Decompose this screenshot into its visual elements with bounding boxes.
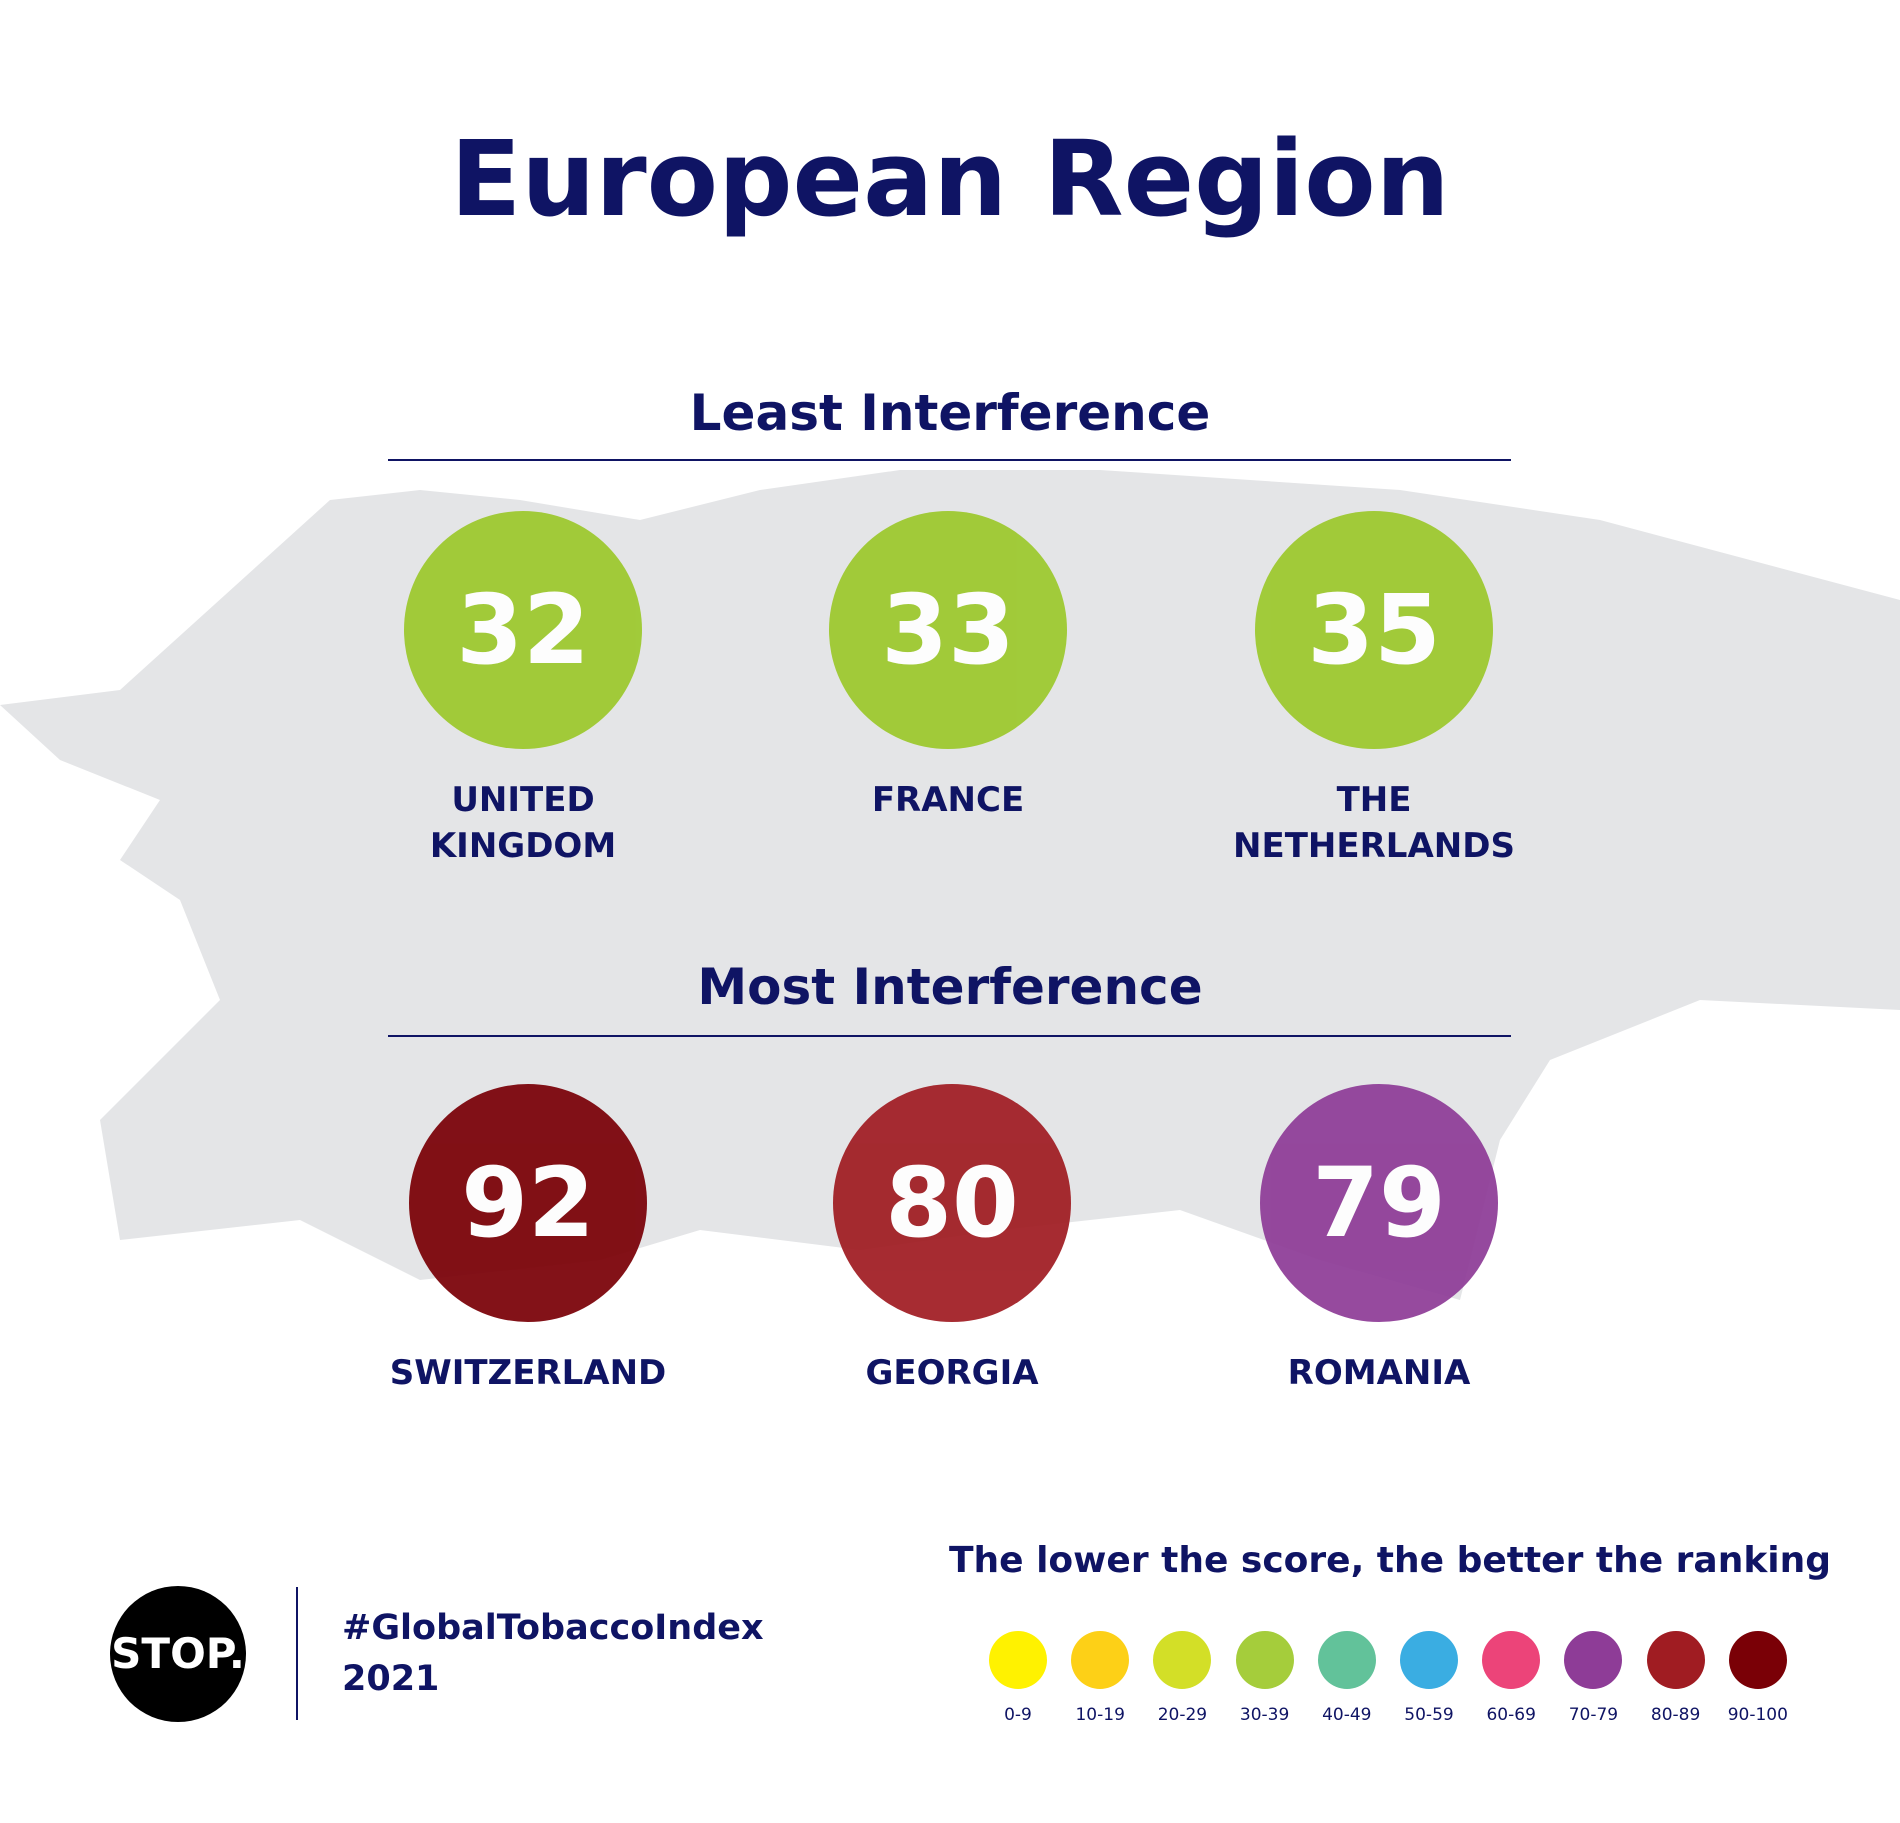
score-circle: 80 (833, 1084, 1071, 1322)
hashtag: #GlobalTobaccoIndex (342, 1608, 764, 1648)
score-circle: 79 (1260, 1084, 1498, 1322)
legend-label: 50-59 (1404, 1705, 1454, 1725)
legend-label: 60-69 (1486, 1705, 1536, 1725)
legend-label: 20-29 (1157, 1705, 1208, 1725)
country-name: SWITZERLAND (389, 1353, 667, 1393)
title: European Region (450, 118, 1450, 240)
legend-swatch (1400, 1631, 1458, 1689)
legend-label: 0-9 (1004, 1705, 1032, 1725)
divider (296, 1587, 298, 1720)
legend-label: 80-89 (1650, 1705, 1701, 1725)
legend-label: 10-19 (1075, 1705, 1125, 1725)
legend-label: 70-79 (1568, 1705, 1619, 1725)
score-circle: 33 (829, 511, 1067, 749)
score-circle: 92 (409, 1084, 647, 1322)
section-rule (388, 1035, 1511, 1037)
country-name: GEORGIA (865, 1353, 1039, 1393)
legend-swatch (1071, 1631, 1130, 1689)
logo: STOP. (110, 1586, 246, 1722)
country-name: UNITED KINGDOM (429, 780, 617, 866)
country-name: THE NETHERLANDS (1233, 780, 1515, 866)
legend-label: 40-49 (1322, 1705, 1372, 1725)
legend-label: 90-100 (1727, 1705, 1788, 1725)
section-rule (388, 459, 1511, 461)
legend-swatch (1235, 1631, 1294, 1689)
logo-text: STOP. (111, 1629, 245, 1678)
section-heading: Least Interference (689, 384, 1211, 442)
legend-swatch (1728, 1631, 1787, 1689)
legend-title: The lower the score, the better the rank… (948, 1540, 1832, 1581)
legend-swatch (1153, 1631, 1212, 1689)
legend-swatch (1646, 1631, 1705, 1689)
score-circle: 32 (404, 511, 642, 749)
legend-swatch (1482, 1631, 1541, 1689)
legend-swatch (989, 1631, 1047, 1689)
legend-swatch (1564, 1631, 1623, 1689)
legend-swatch (1317, 1631, 1376, 1689)
country-name: FRANCE (871, 780, 1025, 820)
section-heading: Most Interference (697, 958, 1203, 1016)
country-name: ROMANIA (1287, 1353, 1471, 1393)
year: 2021 (342, 1659, 440, 1699)
legend-label: 30-39 (1239, 1705, 1290, 1725)
score-circle: 35 (1255, 511, 1493, 749)
